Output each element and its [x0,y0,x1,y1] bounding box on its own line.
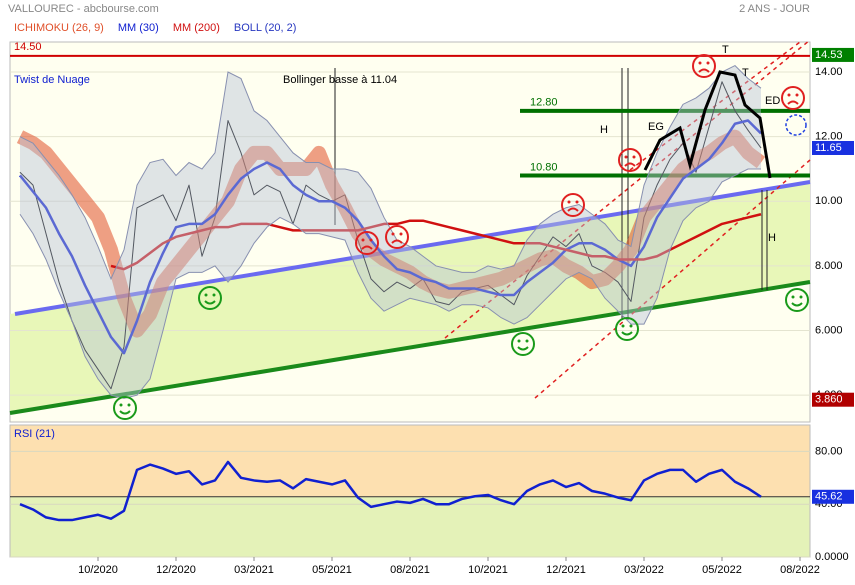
rsi-upper-zone [10,425,810,497]
smiley-eye [629,324,633,328]
y-tick-label: 10.00 [815,195,843,207]
x-tick-label: 08/2022 [780,564,820,576]
x-tick-label: 12/2020 [156,564,196,576]
price-tag-label: 11.65 [815,142,842,154]
y-tick-label: 12.00 [815,131,843,143]
smiley [385,225,409,249]
x-tick-label: 05/2021 [312,564,352,576]
price-tag [812,47,854,62]
smiley-eye [632,155,636,159]
y-tick-label: 8.000 [815,260,843,272]
level-label: 12.80 [530,97,558,109]
smiley-mouth [119,410,131,415]
x-tick-label: 03/2022 [624,564,664,576]
x-tick-label: 03/2021 [234,564,274,576]
smiley [561,193,585,217]
annotation: EG [648,121,664,133]
smiley-mouth [791,302,803,307]
price-tag [812,140,854,155]
smiley-eye [212,293,216,297]
smiley-eye [361,238,365,242]
smiley-eye [127,403,131,407]
y-tick-label: 6.000 [815,324,843,336]
smiley-eye [399,232,403,236]
trend-line [9,280,811,415]
legend-entry: BOLL (20, 2) [234,22,297,34]
channel-fill [10,182,810,413]
smiley-mouth [624,162,636,167]
smiley [692,54,716,78]
smiley-eye [799,295,803,299]
smiley-eye [567,200,571,204]
legend-entry: ICHIMOKU (26, 9) [14,22,104,34]
x-tick-label: 05/2022 [702,564,742,576]
header-period: 2 ANS - JOUR [739,3,810,15]
y-tick-label: 14.00 [815,66,843,78]
series-line [19,460,762,522]
price-tag-label: 14.53 [815,49,843,61]
smiley-mouth [787,100,799,105]
smiley-mouth [698,68,710,73]
smiley [113,396,137,420]
smiley-eye [795,93,799,97]
rsi-title: RSI (21) [14,428,55,440]
x-tick-label: 10/2021 [468,564,508,576]
smiley [785,288,809,312]
smiley-eye [517,339,521,343]
level-label: 14.50 [14,41,42,53]
annotation: Bollinger basse à 11.04 [283,74,397,86]
smiley-eye [575,200,579,204]
smiley [781,86,805,110]
smiley-eye [791,295,795,299]
smiley-mouth [567,207,579,212]
smiley-mouth [621,331,633,336]
smiley [615,317,639,341]
smiley-eye [624,155,628,159]
series-line [110,213,762,271]
y-tick-label: 80.00 [815,445,843,457]
series-line [19,119,762,355]
level-label: 10.80 [530,161,558,173]
smiley-eye [706,61,710,65]
x-tick-label: 12/2021 [546,564,586,576]
price-tag [812,392,854,407]
pattern-line [643,70,772,179]
smiley-eye [698,61,702,65]
smiley [355,231,379,255]
legend-entry: MM (200) [173,22,220,34]
smiley-eye [525,339,529,343]
rsi-lower-zone [10,496,810,557]
annotation: ED [765,95,780,107]
legend-entry: MM (30) [118,22,159,34]
rsi-tag [812,489,854,504]
y-tick-label: 0.0000 [815,551,849,563]
annotation: Twist de Nuage [14,74,90,86]
annotation: H [600,124,608,136]
band-fill [20,65,761,399]
marker-circle [785,114,807,136]
price-tag-label: 3.860 [815,394,843,406]
annotation: T [742,67,749,79]
rsi-tag-label: 45.62 [815,491,843,503]
smiley-mouth [391,239,403,244]
smiley [618,148,642,172]
smiley-eye [369,238,373,242]
smiley-eye [391,232,395,236]
smiley-eye [204,293,208,297]
header-title: VALLOUREC - abcbourse.com [8,3,159,15]
smiley-mouth [361,245,373,250]
annotation: H [768,232,776,244]
annotation: T [722,44,729,56]
smiley [198,286,222,310]
smiley [511,332,535,356]
smiley-eye [787,93,791,97]
smiley-mouth [517,346,529,351]
smiley-eye [119,403,123,407]
smiley-mouth [204,300,216,305]
x-tick-label: 10/2020 [78,564,118,576]
smiley-eye [621,324,625,328]
x-tick-label: 08/2021 [390,564,430,576]
